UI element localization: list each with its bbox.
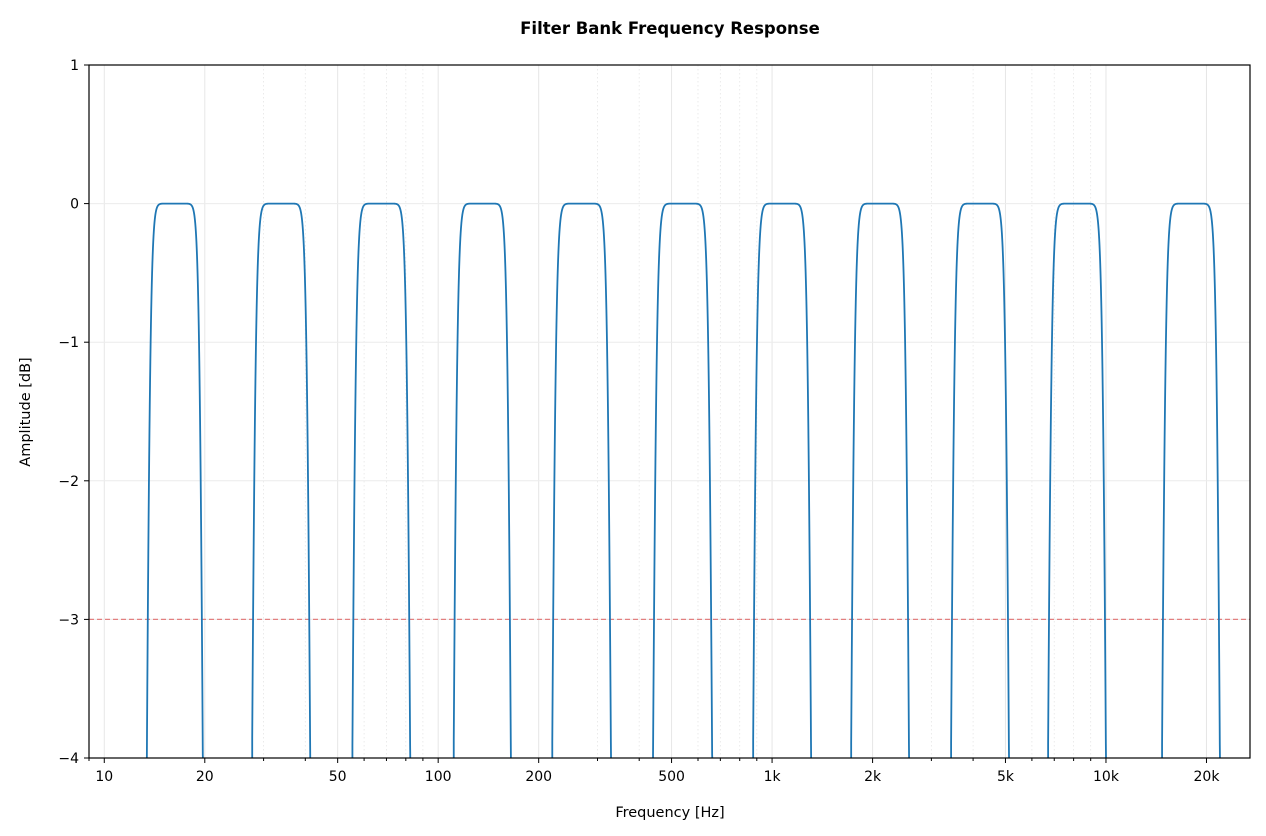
x-tick-label: 200	[525, 769, 552, 785]
x-tick-label: 10	[95, 769, 113, 785]
plot-frame	[88, 64, 1251, 759]
chart-title: Filter Bank Frequency Response	[520, 19, 820, 38]
filter-band-curve	[452, 202, 512, 759]
y-tick-label: −2	[58, 474, 79, 490]
grid	[88, 64, 1250, 759]
x-tick-label: 2k	[864, 769, 882, 785]
filter-band-curve	[752, 202, 813, 759]
y-tick-label: −4	[58, 751, 79, 767]
x-axis-label: Frequency [Hz]	[615, 805, 724, 821]
y-tick-label: −3	[58, 612, 79, 628]
filter-band-curve	[1047, 202, 1107, 759]
filter-band-curve	[950, 202, 1010, 759]
y-tick-label: −1	[58, 335, 79, 351]
filter-band-curve	[251, 202, 312, 759]
filter-band-curve	[351, 202, 412, 759]
filter-band-curve	[1161, 202, 1221, 759]
x-tick-label: 20k	[1194, 769, 1221, 785]
filter-band-curve	[652, 202, 714, 759]
x-tick-label: 5k	[997, 769, 1015, 785]
x-tick-label: 1k	[764, 769, 782, 785]
x-tick-label: 100	[425, 769, 452, 785]
x-tick-label: 50	[329, 769, 347, 785]
x-tick-label: 20	[196, 769, 214, 785]
filter-band-curve	[145, 202, 204, 759]
series-curves	[145, 202, 1221, 759]
filter-band-curve	[551, 202, 612, 759]
y-tick-label: 1	[70, 58, 79, 74]
filter-band-curve	[850, 202, 910, 759]
x-tick-label: 500	[658, 769, 685, 785]
y-axis-label: Amplitude [dB]	[18, 357, 34, 466]
y-tick-label: 0	[70, 197, 79, 213]
x-tick-label: 10k	[1093, 769, 1120, 785]
